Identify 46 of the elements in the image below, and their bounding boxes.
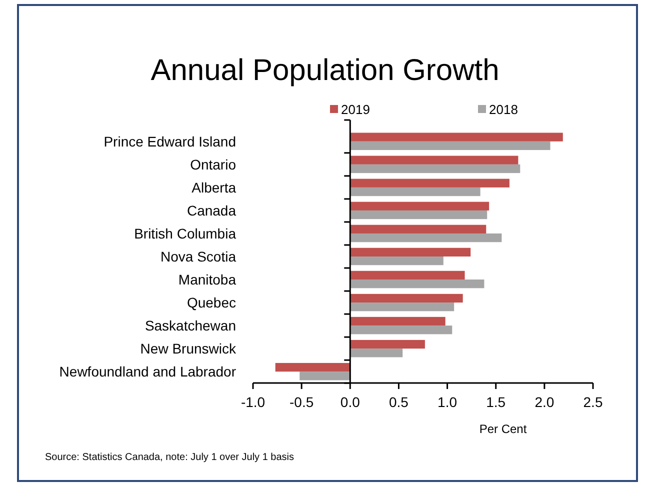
bar — [350, 178, 510, 188]
legend-label: 2018 — [489, 102, 518, 117]
bar — [350, 248, 471, 256]
y-tick-label: Quebec — [186, 294, 236, 311]
y-tick-label: Manitoba — [178, 272, 236, 288]
x-tick-label: -0.5 — [290, 394, 314, 410]
bar — [350, 340, 425, 349]
bar — [350, 233, 502, 242]
bar — [350, 348, 403, 358]
x-axis-title: Per Cent — [479, 422, 528, 436]
bar — [350, 280, 484, 288]
x-tick-label: -1.0 — [240, 394, 266, 410]
bar — [350, 270, 465, 280]
y-tick-label: Alberta — [192, 179, 236, 196]
y-tick-label: Canada — [186, 202, 236, 218]
x-tick-label: 1.0 — [438, 394, 458, 410]
chart-title: Annual Population Growth — [150, 54, 500, 87]
bar — [350, 132, 563, 142]
x-tick-label: 0.5 — [388, 394, 409, 410]
bar — [350, 294, 463, 303]
bar — [350, 202, 490, 210]
y-tick-label: Nova Scotia — [160, 248, 236, 264]
bar — [350, 156, 518, 164]
y-tick-label: Newfoundland and Labrador — [59, 364, 236, 380]
y-tick-label: British Columbia — [134, 225, 236, 242]
bar — [350, 316, 446, 326]
bar — [300, 372, 350, 380]
bar — [350, 224, 486, 234]
bar — [350, 210, 488, 220]
legend-label: 2019 — [341, 102, 370, 117]
x-tick-label: 2.5 — [583, 394, 603, 410]
bar — [350, 302, 454, 312]
bar — [350, 164, 520, 174]
bar — [350, 256, 444, 266]
bar — [350, 187, 480, 196]
bar — [350, 141, 550, 150]
x-tick-label: 1.5 — [486, 394, 506, 410]
y-tick-label: Saskatchewan — [144, 318, 236, 334]
bar — [350, 326, 452, 334]
x-tick-label: 0.0 — [340, 394, 360, 410]
x-tick-label: 2.0 — [534, 394, 554, 410]
y-tick-label: Ontario — [190, 156, 236, 172]
y-tick-label: New Brunswick — [140, 340, 237, 357]
source-note: Source: Statistics Canada, note: July 1 over July 1 basis — [45, 452, 294, 463]
y-tick-label: Prince Edward Island — [104, 133, 236, 150]
bar — [275, 362, 350, 372]
